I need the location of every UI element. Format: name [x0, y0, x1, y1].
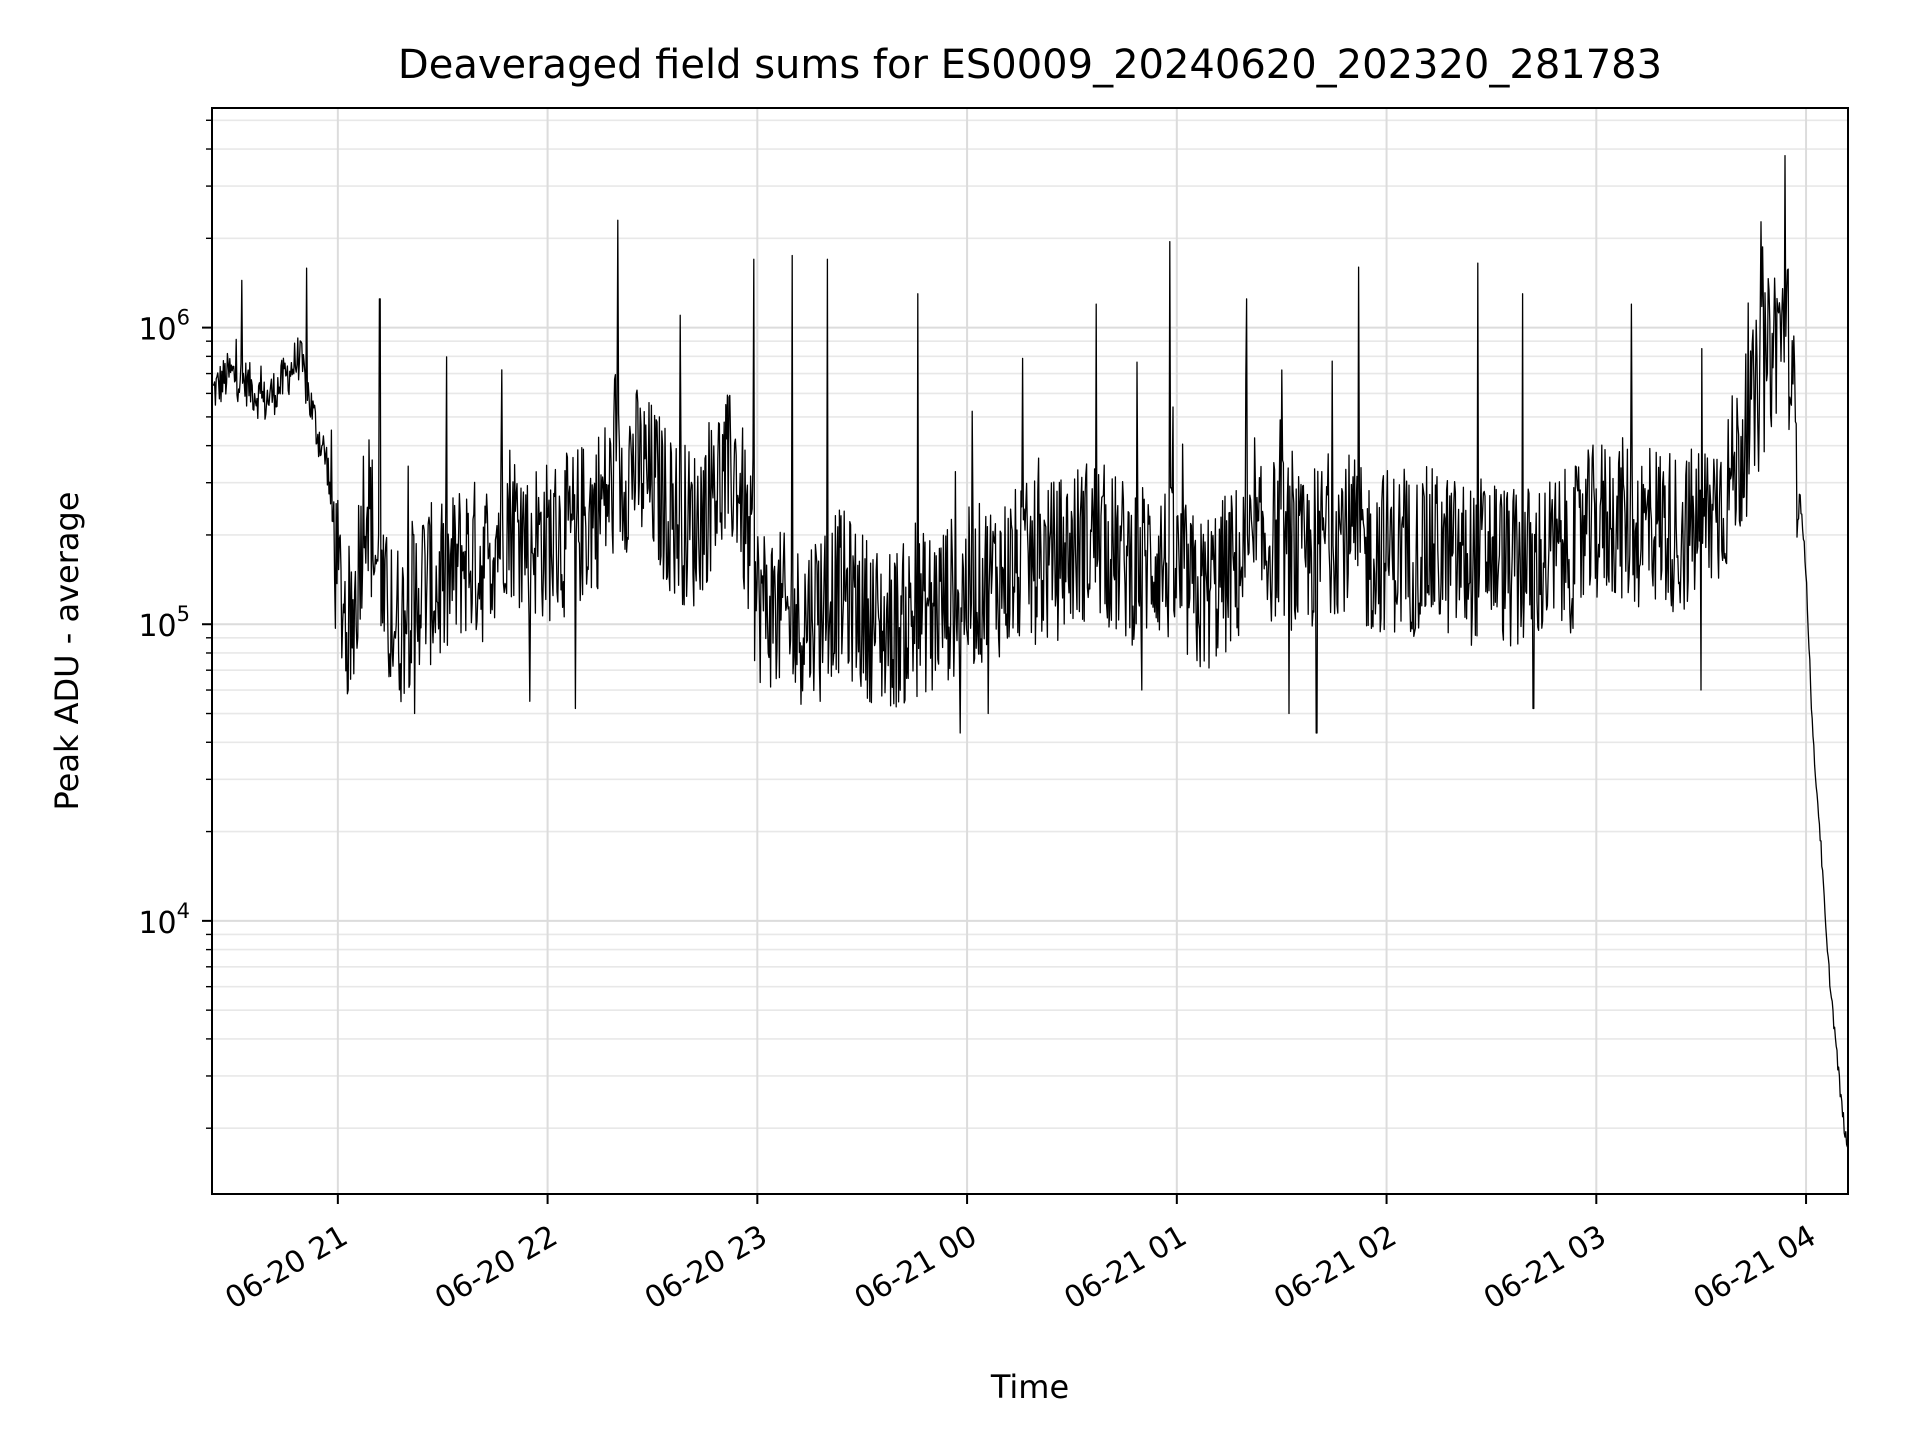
plot-frame: [211, 107, 1849, 1195]
y-tick-label: 104: [138, 899, 190, 941]
y-axis-label: Peak ADU - average: [48, 492, 86, 811]
chart-title: Deaveraged field sums for ES0009_2024062…: [398, 42, 1662, 88]
series-line: [212, 154, 1849, 1148]
series-group: [212, 154, 1849, 1148]
x-axis-label: Time: [990, 1368, 1069, 1406]
y-tick-label: 105: [138, 602, 190, 644]
y-axis: 104 105 106: [138, 119, 212, 1129]
y-tick-label: 106: [138, 306, 190, 348]
